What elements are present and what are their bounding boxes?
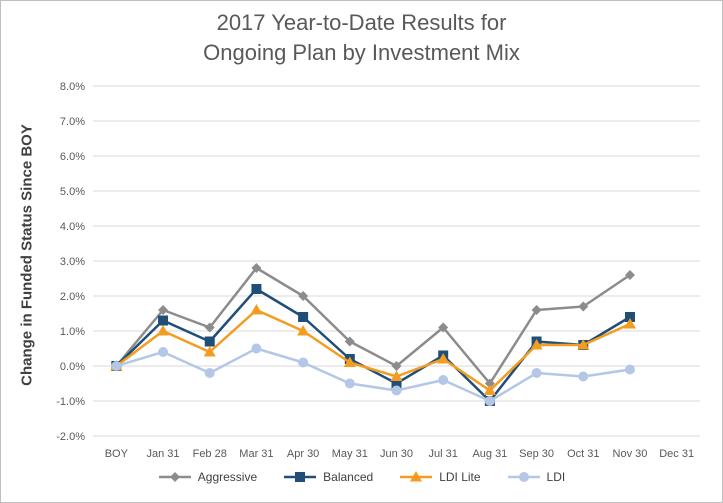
point-aggressive xyxy=(578,301,589,312)
legend-item-balanced: Balanced xyxy=(283,470,373,484)
point-aggressive xyxy=(344,336,355,347)
y-tick-label: 0.0% xyxy=(60,361,85,373)
y-tick-label: 7.0% xyxy=(60,116,85,128)
legend-marker-ldi-lite xyxy=(410,471,423,482)
x-tick-label: Oct 31 xyxy=(567,448,599,460)
legend-marker-ldi xyxy=(518,472,529,482)
legend-marker-balanced xyxy=(295,472,306,482)
point-aggressive xyxy=(438,322,449,333)
point-ldi xyxy=(204,368,215,378)
x-tick-label: Nov 30 xyxy=(613,448,648,460)
point-ldi-lite xyxy=(577,339,590,350)
point-ldi-lite xyxy=(437,353,450,364)
point-aggressive xyxy=(624,270,635,280)
legend-item-aggressive: Aggressive xyxy=(158,470,257,484)
legend-marker-aggressive xyxy=(169,472,180,482)
point-ldi xyxy=(344,378,355,389)
point-aggressive xyxy=(531,305,542,315)
point-ldi-lite xyxy=(343,356,356,367)
x-tick-label: BOY xyxy=(105,448,129,460)
point-ldi xyxy=(298,357,309,368)
legend-label: LDI xyxy=(546,470,566,484)
legend-swatch-ldi xyxy=(507,472,540,482)
point-balanced xyxy=(391,378,402,389)
chart-title-line-2: Ongoing Plan by Investment Mix xyxy=(203,40,520,65)
point-ldi xyxy=(624,364,635,375)
point-balanced xyxy=(204,336,215,347)
point-ldi-lite xyxy=(157,325,170,336)
point-ldi xyxy=(158,347,169,357)
y-tick-label: -1.0% xyxy=(56,396,85,408)
x-tick-label: Jun 30 xyxy=(380,448,413,460)
point-ldi-lite xyxy=(297,325,310,336)
point-ldi-lite xyxy=(483,384,496,395)
legend-item-ldi: LDI xyxy=(507,470,566,484)
series-line-ldi xyxy=(115,347,631,403)
x-tick-label: Feb 28 xyxy=(193,448,227,460)
point-ldi xyxy=(578,371,589,382)
legend-swatch-ldi-lite xyxy=(400,471,433,482)
point-balanced xyxy=(298,312,309,322)
legend-label: Balanced xyxy=(323,470,374,484)
legend-swatch-balanced xyxy=(284,472,317,482)
x-tick-label: Mar 31 xyxy=(239,448,273,460)
legend-label: Aggressive xyxy=(197,470,258,484)
series-line-ldi-lite xyxy=(115,308,631,392)
x-tick-label: Sep 30 xyxy=(519,448,554,460)
point-balanced xyxy=(251,284,262,294)
point-aggressive xyxy=(298,291,309,301)
point-balanced xyxy=(158,315,169,326)
chart-title-line-1: 2017 Year-to-Date Results for xyxy=(216,10,507,35)
point-aggressive xyxy=(251,263,262,273)
x-tick-label: Jul 31 xyxy=(429,448,458,460)
x-tick-label: Jan 31 xyxy=(147,448,180,460)
y-tick-label: -2.0% xyxy=(56,431,85,443)
series-line-balanced xyxy=(115,287,631,403)
point-ldi xyxy=(531,368,542,378)
point-ldi-lite xyxy=(530,339,543,350)
legend-item-ldi-lite: LDI Lite xyxy=(399,470,481,484)
y-tick-label: 8.0% xyxy=(60,81,85,93)
x-tick-label: May 31 xyxy=(332,448,368,460)
point-aggressive xyxy=(484,378,495,389)
x-tick-label: Dec 31 xyxy=(659,448,694,460)
point-ldi xyxy=(251,343,262,354)
y-tick-label: 6.0% xyxy=(60,151,85,163)
point-aggressive xyxy=(391,361,402,371)
point-ldi-lite xyxy=(203,346,216,357)
x-tick-label: Apr 30 xyxy=(287,448,319,460)
point-ldi-lite xyxy=(390,370,403,381)
point-balanced xyxy=(624,312,635,322)
y-tick-label: 5.0% xyxy=(60,186,85,198)
point-ldi xyxy=(111,361,122,371)
point-aggressive xyxy=(204,322,215,333)
point-ldi-lite xyxy=(623,318,636,329)
x-tick-label: Aug 31 xyxy=(472,448,507,460)
point-aggressive xyxy=(158,305,169,315)
point-ldi-lite xyxy=(250,304,263,315)
chart-legend: Aggressive Balanced LDI Lite LDI xyxy=(0,470,723,484)
point-ldi xyxy=(391,385,402,396)
y-tick-label: 4.0% xyxy=(60,221,85,233)
point-ldi xyxy=(438,375,449,385)
point-ldi xyxy=(484,396,495,406)
y-tick-label: 2.0% xyxy=(60,291,85,303)
y-tick-label: 3.0% xyxy=(60,256,85,268)
chart-title: 2017 Year-to-Date Results for Ongoing Pl… xyxy=(0,8,723,68)
legend-label: LDI Lite xyxy=(439,470,481,484)
y-tick-label: 1.0% xyxy=(60,326,85,338)
legend-swatch-aggressive xyxy=(158,472,191,482)
series-line-aggressive xyxy=(115,266,631,385)
